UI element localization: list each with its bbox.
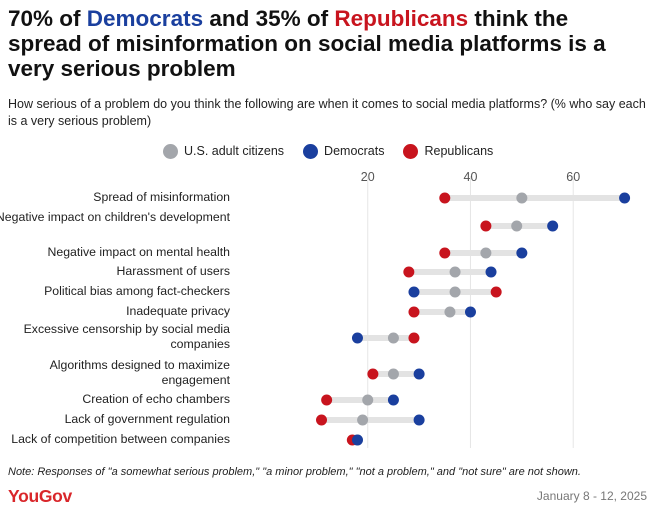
dot-democrats bbox=[464, 306, 476, 318]
chart-title: 70% of Democrats and 35% of Republicans … bbox=[8, 6, 648, 81]
category-label: Inadequate privacy bbox=[126, 304, 230, 318]
dot-adults bbox=[511, 220, 523, 232]
title-democrats: Democrats bbox=[86, 6, 204, 31]
survey-date: January 8 - 12, 2025 bbox=[536, 489, 647, 503]
dot-plot bbox=[316, 176, 631, 448]
dot-democrats bbox=[413, 414, 425, 426]
category-label: Excessive censorship by social media com… bbox=[23, 322, 230, 351]
yougov-logo: YouGov bbox=[8, 486, 72, 506]
category-label: Political bias among fact-checkers bbox=[44, 284, 230, 298]
dot-adults bbox=[516, 192, 528, 204]
category-label: Spread of misinformation bbox=[93, 190, 230, 204]
dot-republicans bbox=[439, 192, 451, 204]
footnote: Note: Responses of "a somewhat serious p… bbox=[8, 466, 581, 478]
legend-label-democrats: Democrats bbox=[324, 144, 385, 158]
dot-democrats bbox=[351, 434, 363, 446]
legend-item-democrats: Democrats bbox=[303, 143, 385, 159]
dot-democrats bbox=[547, 220, 559, 232]
legend-dot-adults bbox=[163, 143, 178, 159]
category-label: Algorithms designed to maximize engageme… bbox=[49, 358, 230, 387]
dot-democrats bbox=[408, 286, 420, 298]
category-label: Lack of competition between companies bbox=[11, 432, 230, 446]
dot-republicans bbox=[439, 247, 451, 259]
legend-label-adults: U.S. adult citizens bbox=[184, 144, 285, 158]
dot-democrats bbox=[619, 192, 631, 204]
dot-adults bbox=[387, 368, 399, 380]
title-text-2: and 35% of bbox=[203, 6, 335, 31]
title-text-1: 70% of bbox=[8, 6, 87, 31]
dot-democrats bbox=[387, 394, 399, 406]
dot-adults bbox=[449, 286, 461, 298]
legend-item-republicans: Republicans bbox=[403, 143, 494, 159]
legend-dot-republicans bbox=[403, 143, 419, 159]
dot-republicans bbox=[403, 266, 415, 278]
dot-adults bbox=[362, 394, 374, 406]
dot-republicans bbox=[367, 368, 379, 380]
dot-democrats bbox=[516, 247, 528, 259]
dot-democrats bbox=[485, 266, 497, 278]
dot-republicans bbox=[408, 306, 420, 318]
category-label: Negative impact on mental health bbox=[47, 245, 230, 259]
dot-republicans bbox=[408, 332, 420, 344]
dot-adults bbox=[449, 266, 461, 278]
category-label: Creation of echo chambers bbox=[82, 392, 230, 406]
title-text-3: think the spread of misinformation on so… bbox=[8, 6, 606, 81]
legend-item-adults: U.S. adult citizens bbox=[163, 143, 285, 159]
dot-democrats bbox=[413, 368, 425, 380]
chart-subtitle: How serious of a problem do you think th… bbox=[8, 97, 646, 128]
dot-republicans bbox=[321, 394, 333, 406]
dot-republicans bbox=[480, 220, 492, 232]
category-label: Lack of government regulation bbox=[64, 412, 230, 426]
dot-republicans bbox=[490, 286, 502, 298]
dot-democrats bbox=[351, 332, 363, 344]
category-label: Harassment of users bbox=[116, 264, 230, 278]
dot-adults bbox=[480, 247, 492, 259]
legend-dot-democrats bbox=[303, 143, 319, 159]
dot-adults bbox=[387, 332, 399, 344]
legend-label-republicans: Republicans bbox=[424, 144, 494, 158]
category-label: Negative impact on children's developmen… bbox=[0, 210, 230, 224]
title-republicans: Republicans bbox=[334, 6, 469, 31]
dot-adults bbox=[444, 306, 456, 318]
chart-legend: U.S. adult citizens Democrats Republican… bbox=[163, 142, 512, 160]
dot-republicans bbox=[316, 414, 328, 426]
dot-adults bbox=[357, 414, 369, 426]
